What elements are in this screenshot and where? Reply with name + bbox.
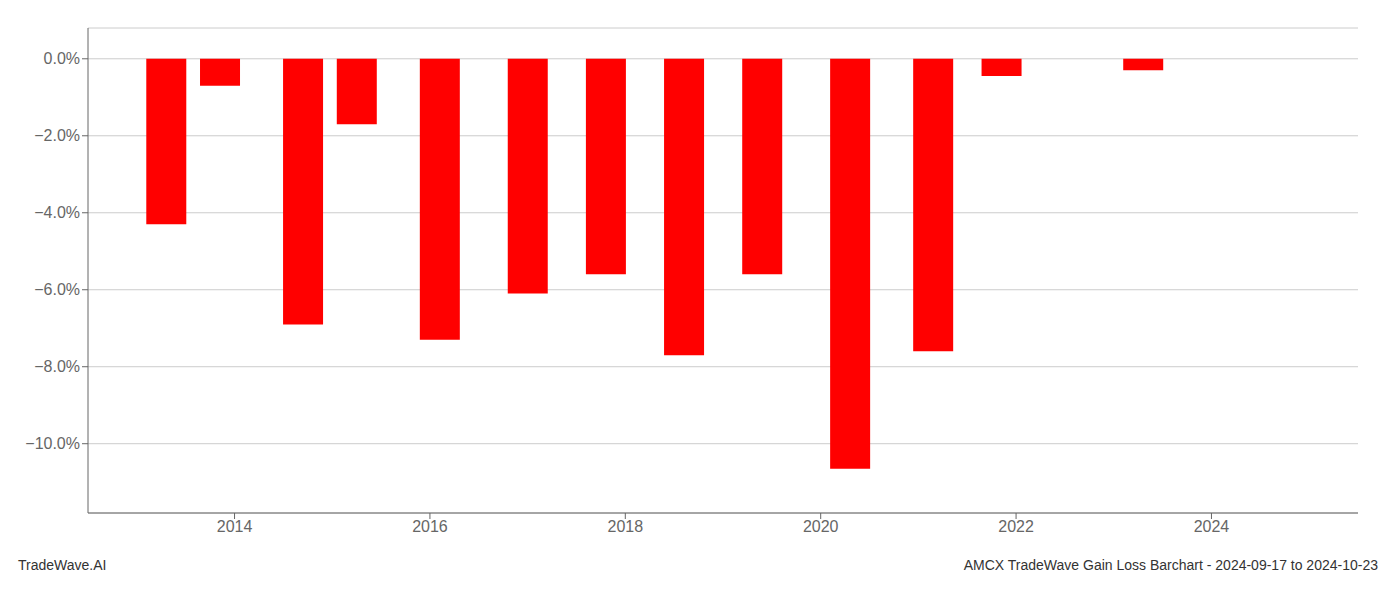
html-text:AMCX TradeWave Gain Loss Barch: AMCX TradeWave Gain Loss Barchart - 2024… <box>963 557 1378 573</box>
html-text:TradeWave.AI: TradeWave.AI <box>18 557 107 573</box>
svg-text:2014: 2014 <box>217 518 253 535</box>
svg-text:2018: 2018 <box>608 518 644 535</box>
svg-text:−4.0%: −4.0% <box>34 204 80 221</box>
svg-text:2016: 2016 <box>412 518 448 535</box>
svg-text:0.0%: 0.0% <box>44 50 80 67</box>
svg-text:−2.0%: −2.0% <box>34 127 80 144</box>
svg-text:−10.0%: −10.0% <box>25 435 80 452</box>
svg-text:−8.0%: −8.0% <box>34 358 80 375</box>
svg-text:2022: 2022 <box>998 518 1034 535</box>
svg-text:2024: 2024 <box>1194 518 1230 535</box>
svg-text:2020: 2020 <box>803 518 839 535</box>
svg-text:−6.0%: −6.0% <box>34 281 80 298</box>
